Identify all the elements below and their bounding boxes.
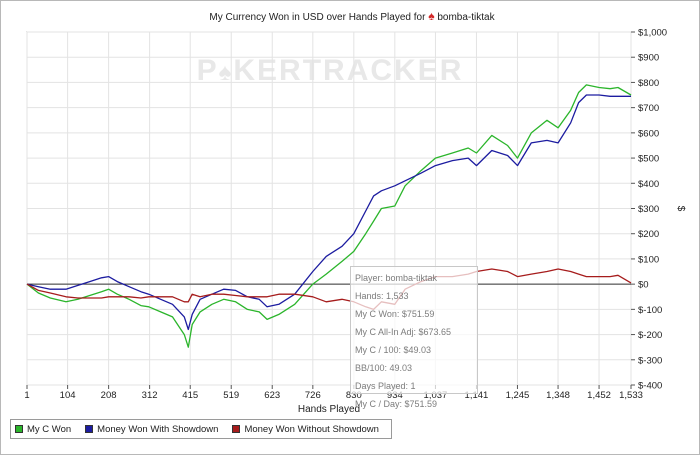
tooltip-per-100: My C / 100: $49.03 [355, 345, 432, 355]
x-tick-label: 415 [182, 390, 198, 401]
tooltip-won: My C Won: $751.59 [355, 309, 435, 319]
tooltip-player: Player: bomba-tiktak [355, 273, 438, 283]
x-tick-label: 830 [346, 390, 362, 401]
spade-icon: ♠ [428, 9, 435, 23]
legend-swatch-green [15, 425, 23, 433]
x-tick-label: 519 [223, 390, 239, 401]
x-tick-label: 1,141 [465, 390, 489, 401]
x-tick-label: 208 [101, 390, 117, 401]
title-text: My Currency Won in USD over Hands Played… [209, 12, 428, 23]
y-tick-label: $300 [638, 204, 659, 215]
x-tick-label: 1,533 [619, 390, 643, 401]
title-player-name: bomba-tiktak [435, 12, 496, 23]
y-tick-label: $900 [638, 53, 659, 64]
y-tick-label: $700 [638, 103, 659, 114]
series-line-1 [26, 94, 631, 331]
hover-tooltip: Player: bomba-tiktak Hands: 1,533 My C W… [350, 266, 478, 409]
tooltip-per-day: My C / Day: $751.59 [355, 399, 438, 409]
x-tick-label: 312 [142, 390, 158, 401]
x-tick-label: 1,452 [587, 390, 611, 401]
y-tick-label: $-400 [638, 381, 662, 392]
y-tick-label: $1,000 [638, 28, 667, 39]
legend-item-my-c-won[interactable]: My C Won [15, 424, 71, 435]
spade-icon: ♠ [219, 59, 234, 86]
x-tick-label: 623 [264, 390, 280, 401]
legend-label: Money Won Without Showdown [244, 423, 379, 435]
x-tick-label: 1 [24, 390, 29, 401]
x-tick-label: 726 [305, 390, 321, 401]
y-axis-label: $ [675, 206, 686, 212]
y-tick-label: $-300 [638, 355, 662, 366]
legend-label: My C Won [27, 423, 72, 435]
x-tick-label: 1,245 [506, 390, 530, 401]
legend-label: Money Won With Showdown [97, 423, 219, 435]
chart-legend: My C Won Money Won With Showdown Money W… [10, 419, 392, 439]
y-tick-label: $-100 [638, 305, 662, 316]
watermark-text: P♠KERTRACKER [197, 54, 464, 87]
y-tick-label: $800 [638, 78, 659, 89]
tooltip-days: Days Played: 1 [355, 381, 416, 391]
x-axis-label: Hands Played [298, 404, 360, 415]
tooltip-bb-100: BB/100: 49.03 [355, 363, 413, 373]
y-tick-label: $100 [638, 254, 659, 265]
watermark-part: KERTRACKER [233, 54, 463, 87]
legend-swatch-red [232, 425, 241, 433]
tooltip-hands: Hands: 1,533 [355, 291, 409, 301]
y-tick-label: $600 [638, 128, 659, 139]
legend-swatch-blue [85, 425, 94, 433]
series-line-2 [26, 268, 632, 311]
y-tick-label: $400 [638, 179, 659, 190]
legend-item-without-showdown[interactable]: Money Won Without Showdown [232, 423, 379, 435]
x-tick-label: 1,037 [424, 390, 448, 401]
y-tick-label: $200 [638, 229, 659, 240]
watermark-part: P [197, 54, 219, 87]
chart-title: My Currency Won in USD over Hands Played… [209, 9, 495, 23]
x-tick-label: 1,348 [546, 390, 570, 401]
y-tick-label: $500 [638, 154, 659, 165]
x-tick-label: 104 [60, 390, 76, 401]
series-line-0 [26, 84, 632, 348]
tooltip-allin-adj: My C All-In Adj: $673.65 [355, 327, 452, 337]
x-tick-label: 934 [387, 390, 403, 401]
y-tick-label: $-200 [638, 330, 662, 341]
y-tick-label: $0 [638, 280, 649, 291]
legend-item-with-showdown[interactable]: Money Won With Showdown [85, 424, 218, 435]
